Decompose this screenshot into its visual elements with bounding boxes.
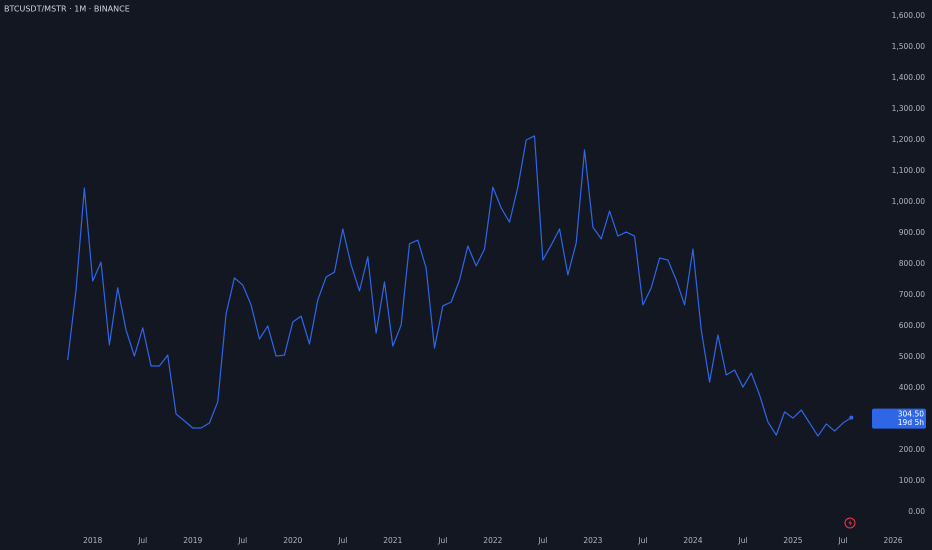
- price-tag-label: 304.50: [898, 410, 924, 419]
- x-tick-label: 2021: [383, 536, 402, 545]
- y-tick-label: 1,600.00: [892, 11, 926, 20]
- y-tick-label: 1,000.00: [892, 197, 926, 206]
- x-tick-label: 2019: [183, 536, 202, 545]
- x-tick-label: 2018: [83, 536, 102, 545]
- y-tick-label: 1,400.00: [892, 73, 926, 82]
- x-tick-label: 2020: [283, 536, 302, 545]
- x-tick-label: 2024: [683, 536, 702, 545]
- y-tick-label: 800.00: [899, 259, 925, 268]
- y-tick-label: 1,200.00: [892, 135, 926, 144]
- x-tick-label: 2023: [583, 536, 602, 545]
- y-tick-label: 400.00: [899, 383, 925, 392]
- alert-icon: [844, 517, 856, 529]
- y-tick-label: 1,100.00: [892, 166, 926, 175]
- y-tick-label: 500.00: [899, 352, 925, 361]
- x-tick-label: 2025: [783, 536, 802, 545]
- x-tick-label: Jul: [537, 536, 547, 545]
- y-tick-label: 1,500.00: [892, 42, 926, 51]
- price-tag: [872, 408, 926, 429]
- x-tick-label: Jul: [737, 536, 747, 545]
- y-tick-label: 1,300.00: [892, 104, 926, 113]
- x-tick-label: Jul: [837, 536, 847, 545]
- y-tick-label: 700.00: [899, 290, 925, 299]
- x-tick-label: 2022: [483, 536, 502, 545]
- y-tick-label: 0.00: [908, 507, 925, 516]
- x-tick-label: 2026: [883, 536, 902, 545]
- y-tick-label: 100.00: [899, 476, 925, 485]
- x-tick-label: Jul: [337, 536, 347, 545]
- chart-title: BTCUSDT/MSTR · 1M · BINANCE: [4, 5, 130, 14]
- y-tick-label: 200.00: [899, 445, 925, 454]
- x-tick-label: Jul: [237, 536, 247, 545]
- y-tick-label: 600.00: [899, 321, 925, 330]
- y-tick-label: 900.00: [899, 228, 925, 237]
- x-tick-label: Jul: [637, 536, 647, 545]
- x-tick-label: Jul: [137, 536, 147, 545]
- last-point: [849, 415, 854, 420]
- price-tag-countdown: 19d 5h: [898, 418, 924, 427]
- x-tick-label: Jul: [437, 536, 447, 545]
- price-line: [67, 135, 852, 437]
